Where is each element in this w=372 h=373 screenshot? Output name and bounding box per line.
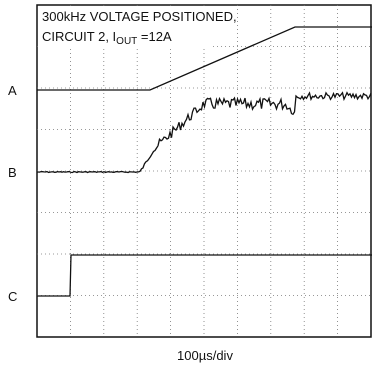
trace-label: C — [8, 289, 17, 304]
trace-a — [37, 26, 372, 91]
annotation-suffix: =12A — [137, 29, 172, 44]
trace-c — [37, 254, 372, 297]
trace-b — [37, 91, 372, 174]
screen-frame — [36, 4, 372, 338]
annotation-line2: CIRCUIT 2, IOUT =12A — [42, 29, 172, 47]
annotation-subscript: OUT — [116, 36, 137, 47]
trace-label: A — [8, 83, 17, 98]
trace-label: B — [8, 165, 17, 180]
annotation-prefix: CIRCUIT 2, I — [42, 29, 116, 44]
time-scale: 100µs/div — [177, 348, 233, 363]
annotation-line1: 300kHz VOLTAGE POSITIONED, — [42, 9, 237, 24]
annotation-background — [38, 6, 210, 48]
